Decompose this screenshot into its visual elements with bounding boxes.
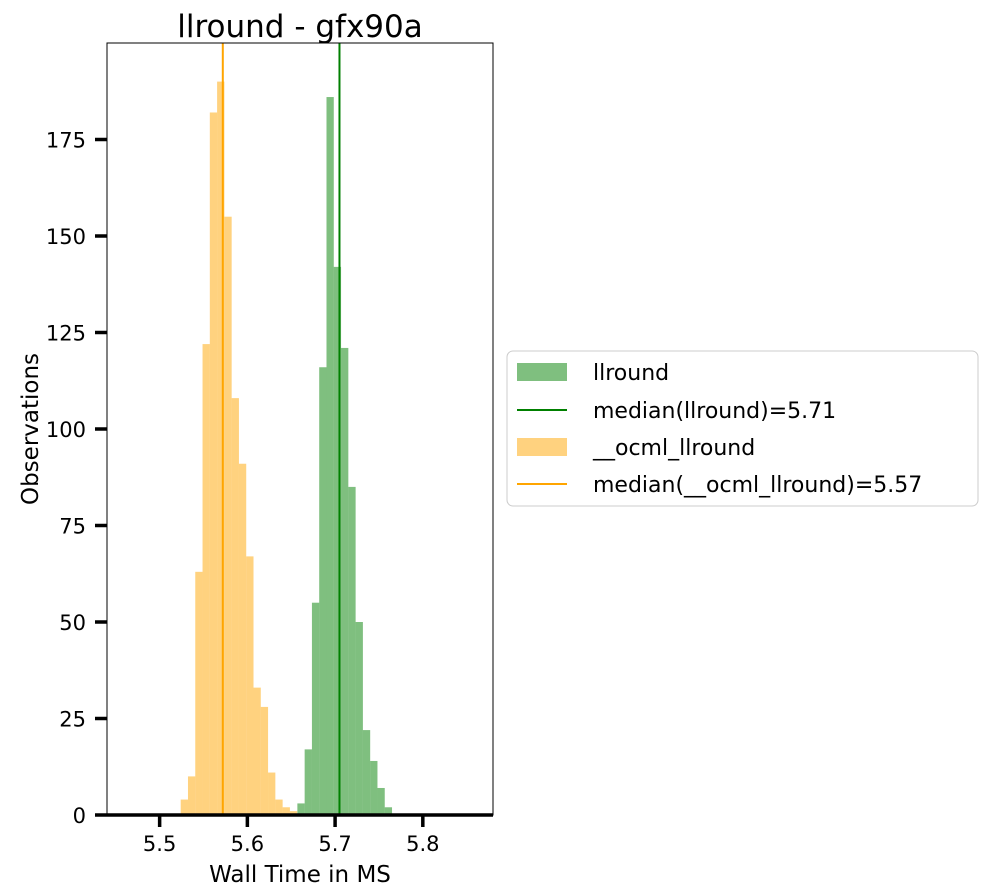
histogram-bar-llround: [311, 602, 320, 815]
histogram-bar-ocml-llround: [224, 216, 232, 815]
histogram-bar-ocml-llround: [217, 81, 225, 816]
x-axis-label: Wall Time in MS: [209, 862, 391, 888]
histogram-bar-ocml-llround: [187, 776, 196, 815]
histogram-bar-ocml-llround: [282, 807, 290, 815]
y-tick-label: 100: [46, 418, 86, 442]
histogram-bar-ocml-llround: [289, 811, 298, 815]
histogram-bar-llround: [355, 622, 363, 815]
legend-label: median(llround)=5.71: [593, 399, 836, 424]
legend-key-0-patch: [517, 363, 567, 381]
histogram-bar-ocml-llround: [231, 398, 239, 815]
x-tick-label: 5.7: [318, 832, 351, 856]
histogram-bar-ocml-llround: [260, 706, 269, 815]
y-tick-label: 75: [59, 515, 86, 539]
y-tick-label: 150: [46, 225, 86, 249]
y-tick-label: 0: [73, 804, 86, 828]
histogram-bar-ocml-llround: [268, 772, 276, 815]
legend-label: __ocml_llround: [592, 436, 755, 461]
histogram-bar-ocml-llround: [253, 687, 261, 815]
histogram-bar-llround: [297, 803, 305, 815]
y-tick-label: 125: [46, 322, 86, 346]
y-tick-label: 50: [59, 611, 86, 635]
histogram-bar-llround: [319, 367, 327, 815]
histogram-bar-llround: [304, 749, 312, 815]
histogram-bar-llround: [384, 807, 393, 815]
histogram-bar-llround: [341, 347, 349, 815]
histogram-bar-ocml-llround: [246, 556, 254, 815]
bars-layer: [180, 81, 393, 816]
histogram-bar-ocml-llround: [275, 799, 283, 815]
y-tick-label: 175: [46, 129, 86, 153]
x-tick-label: 5.5: [143, 832, 176, 856]
chart-title: llround - gfx90a: [177, 9, 423, 45]
plot-frame: [106, 42, 494, 816]
x-axis-ticks: 5.5 5.6 5.7 5.8: [107, 813, 493, 856]
histogram-bar-ocml-llround: [209, 112, 218, 816]
histogram-bar-ocml-llround: [238, 463, 247, 815]
legend-label: llround: [593, 361, 669, 386]
legend-frame: [506, 350, 979, 507]
histogram-bar-llround: [333, 266, 342, 815]
histogram-bar-llround: [348, 486, 356, 815]
legend-key-2-patch: [517, 438, 567, 456]
x-tick-label: 5.8: [406, 832, 439, 856]
y-axis-label: Observations: [18, 353, 44, 505]
x-tick-label: 5.6: [231, 832, 264, 856]
legend-label: median(__ocml_llround)=5.57: [593, 473, 922, 498]
histogram-bar-llround: [377, 787, 385, 815]
histogram-bar-ocml-llround: [202, 344, 210, 815]
y-tick-label: 25: [59, 708, 86, 732]
histogram-bar-ocml-llround: [180, 799, 188, 815]
legend: llround median(llround)=5.71 __ocml_llroun…: [506, 350, 979, 507]
y-axis-ticks: 0 25 50 75 100 125 150 175: [46, 43, 108, 828]
histogram-bar-ocml-llround: [195, 571, 203, 815]
histogram-bar-llround: [370, 760, 378, 815]
histogram-bar-llround: [362, 730, 371, 815]
median-lines-layer: [221, 43, 341, 815]
histogram-bar-llround: [326, 97, 334, 816]
